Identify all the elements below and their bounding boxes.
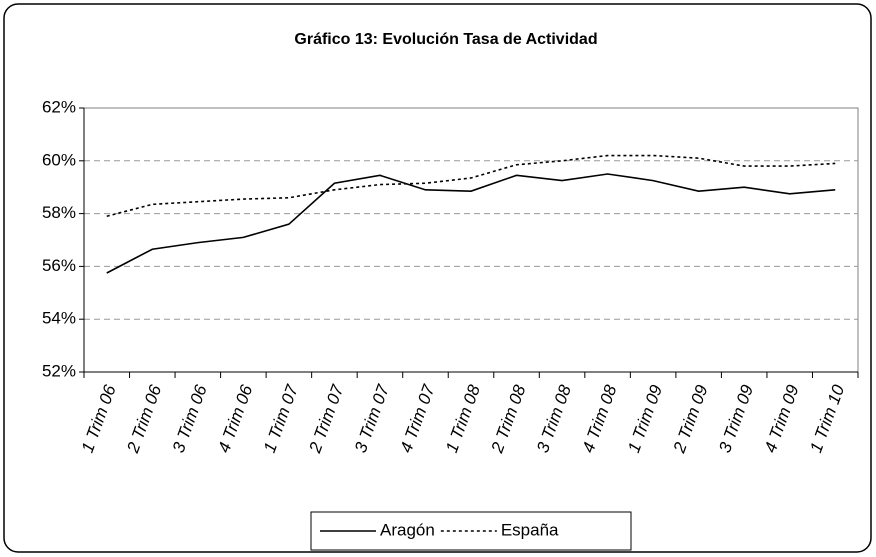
y-tick-label: 54% <box>42 309 76 328</box>
legend-label: España <box>501 520 559 539</box>
y-tick-label: 58% <box>42 203 76 222</box>
series-line <box>106 173 836 274</box>
plot-area <box>83 107 859 373</box>
series-line <box>106 154 836 218</box>
y-tick-label: 62% <box>42 97 76 116</box>
chart-title: Gráfico 13: Evolución Tasa de Actividad <box>294 31 597 48</box>
y-tick-label: 56% <box>42 256 76 275</box>
y-tick-label: 60% <box>42 150 76 169</box>
legend-label: Aragón <box>380 520 435 539</box>
y-tick-label: 52% <box>42 361 76 380</box>
